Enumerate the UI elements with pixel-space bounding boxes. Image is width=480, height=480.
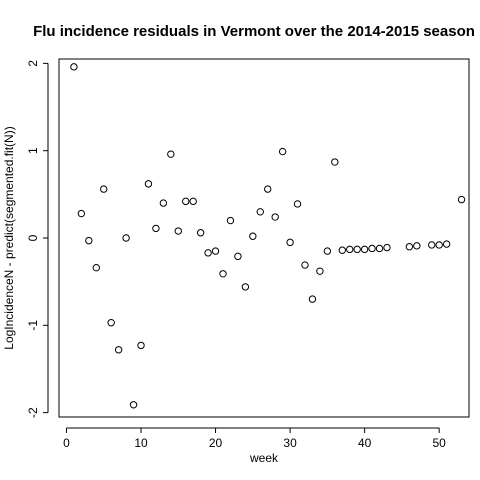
x-tick-label: 40 — [358, 436, 372, 450]
data-point — [92, 263, 100, 272]
data-point — [241, 283, 250, 291]
data-point — [331, 158, 339, 166]
data-point — [323, 247, 332, 255]
plot-border — [58, 58, 470, 418]
data-point — [293, 200, 302, 208]
x-tick-label: 10 — [134, 436, 148, 450]
data-point — [308, 295, 317, 303]
y-axis-label: LogIncidenceN - predict(segmented.fit(N)… — [2, 126, 16, 349]
x-tick-label: 30 — [283, 436, 297, 450]
data-point — [114, 346, 123, 354]
data-point — [256, 208, 264, 216]
data-point — [383, 243, 391, 252]
data-point — [301, 261, 309, 269]
x-axis-label: week — [249, 451, 279, 465]
data-point — [338, 246, 346, 254]
data-point — [346, 245, 354, 254]
data-point — [316, 267, 324, 275]
data-point — [368, 244, 376, 253]
data-point — [442, 240, 451, 248]
data-point — [278, 147, 287, 156]
data-point — [129, 401, 138, 409]
y-tick-label: 0 — [26, 234, 40, 241]
data-point — [174, 227, 182, 235]
data-point — [122, 234, 130, 242]
y-tick-label: -2 — [26, 407, 40, 418]
data-point — [189, 197, 197, 206]
data-point — [100, 185, 108, 193]
data-point — [219, 270, 227, 278]
data-point — [286, 238, 294, 247]
data-point — [211, 247, 220, 255]
data-points — [70, 63, 466, 409]
data-point — [152, 224, 160, 233]
data-point — [457, 195, 466, 204]
data-point — [107, 318, 115, 327]
x-tick-label: 0 — [63, 436, 70, 450]
data-point — [264, 185, 272, 193]
data-point — [405, 243, 414, 251]
data-point — [159, 199, 168, 207]
data-point — [413, 242, 421, 250]
y-tick-label: 1 — [26, 147, 40, 154]
x-tick-label: 20 — [209, 436, 223, 450]
data-point — [271, 213, 279, 221]
y-axis: -2 -1 0 1 2 — [26, 60, 49, 418]
data-point — [204, 249, 212, 257]
data-point — [167, 150, 175, 158]
x-axis: 0 10 20 30 40 50 — [63, 427, 447, 450]
data-point — [234, 252, 242, 261]
chart-title: Flu incidence residuals in Vermont over … — [33, 23, 475, 40]
x-tick-label: 50 — [433, 436, 447, 450]
data-point — [428, 241, 436, 249]
data-point — [435, 241, 443, 249]
data-point — [137, 341, 145, 350]
data-point — [144, 180, 153, 188]
y-tick-label: 2 — [26, 60, 40, 67]
data-point — [196, 229, 205, 237]
data-point — [226, 216, 235, 225]
data-point — [375, 244, 384, 253]
data-point — [249, 232, 257, 240]
y-tick-label: -1 — [26, 320, 40, 331]
data-point — [77, 209, 86, 218]
data-point — [353, 245, 361, 254]
data-point — [70, 63, 78, 71]
data-point — [182, 197, 190, 206]
data-point — [360, 245, 369, 254]
data-point — [85, 236, 93, 245]
